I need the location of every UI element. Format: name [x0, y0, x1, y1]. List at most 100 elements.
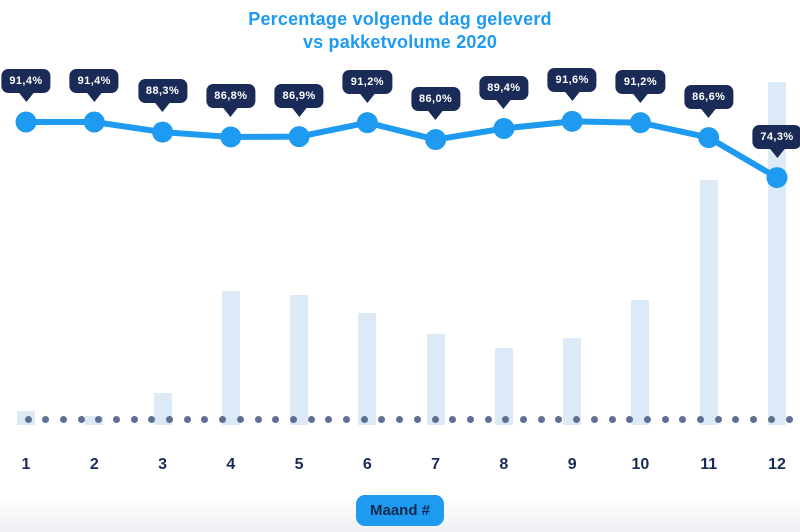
baseline-dot [590, 416, 598, 423]
x-axis-label-month-9: 9 [567, 456, 577, 473]
x-axis-label-month-8: 8 [499, 456, 509, 473]
volume-bar-month-2 [85, 416, 104, 425]
baseline-dot [289, 416, 297, 423]
data-point-marker-month-3 [152, 121, 174, 143]
baseline-dot [343, 416, 351, 423]
data-point-marker-month-4 [220, 126, 242, 148]
tooltip-pointer-icon [86, 92, 103, 102]
baseline-dot [697, 416, 704, 423]
data-point-marker-month-10 [629, 112, 651, 134]
data-point-marker-month-7 [425, 129, 447, 151]
tooltip-value-label: 91,2% [342, 69, 392, 94]
delivery-percentage-line [23, 118, 780, 181]
baseline-dot [254, 416, 262, 423]
x-axis-label-month-10: 10 [631, 456, 650, 473]
tooltip-pointer-icon [768, 147, 785, 158]
baseline-dot [130, 416, 138, 423]
tooltip-value-label: 91,2% [615, 69, 666, 94]
tooltip-pointer-icon [700, 107, 717, 118]
baseline-dot [520, 416, 528, 423]
baseline-dot [484, 416, 492, 423]
x-axis-label-month-4: 4 [226, 456, 236, 473]
baseline-dot [537, 416, 545, 423]
baseline-dot [679, 416, 687, 423]
x-axis-title-badge: Maand # [355, 495, 445, 526]
tooltip-pointer-icon [17, 92, 34, 102]
baseline-dot [112, 416, 120, 423]
baseline-dot [573, 416, 581, 423]
baseline-dot [236, 416, 244, 423]
value-tooltip-month-12: 74,3% [752, 124, 800, 158]
baseline-dot [502, 416, 510, 423]
x-axis-label-month-3: 3 [158, 456, 167, 473]
baseline-dot [608, 416, 616, 423]
tooltip-value-label: 91,4% [1, 69, 51, 93]
volume-bar-month-7 [426, 334, 445, 425]
volume-bar-month-6 [358, 312, 377, 425]
data-point-marker-month-12 [766, 167, 788, 189]
tooltip-value-label: 88,3% [137, 79, 188, 104]
x-axis-label-month-12: 12 [768, 456, 786, 473]
baseline-dot [431, 416, 439, 423]
baseline-dot [449, 416, 457, 423]
baseline-dot [42, 416, 50, 423]
volume-bar-month-12 [767, 82, 786, 425]
tooltip-pointer-icon [154, 102, 171, 113]
tooltip-value-label: 86,0% [411, 86, 461, 111]
value-tooltip-month-11: 86,6% [684, 84, 734, 118]
chart-title-line1: Percentage volgende dag geleverd [248, 9, 552, 29]
x-axis-title-label: Maand # [369, 502, 431, 519]
volume-bar-month-8 [494, 348, 513, 425]
tooltip-pointer-icon [359, 92, 376, 103]
tooltip-value-label: 89,4% [479, 75, 529, 100]
baseline-dot [166, 416, 174, 423]
baseline-dot [360, 416, 368, 423]
baseline-dot [661, 416, 669, 423]
baseline-dot [201, 416, 209, 423]
tooltip-pointer-icon [291, 106, 308, 117]
x-axis-label-month-6: 6 [362, 456, 372, 473]
tooltip-value-label: 91,4% [69, 69, 119, 93]
baseline-dot [378, 416, 386, 423]
volume-bar-month-4 [221, 290, 240, 425]
tooltip-value-label: 74,3% [752, 124, 800, 149]
baseline-dot [272, 416, 280, 423]
value-tooltip-month-1: 91,4% [1, 69, 51, 102]
x-axis-label-month-7: 7 [431, 456, 441, 473]
value-tooltip-month-4: 86,8% [206, 83, 256, 117]
x-axis-label-month-11: 11 [700, 456, 718, 473]
value-tooltip-month-6: 91,2% [342, 69, 392, 103]
baseline-dot [466, 416, 474, 423]
baseline-dot [77, 416, 85, 423]
value-tooltip-month-7: 86,0% [411, 86, 461, 120]
value-tooltip-month-9: 91,6% [547, 68, 597, 102]
baseline-dot [59, 416, 67, 423]
data-point-marker-month-6 [356, 112, 378, 134]
value-tooltip-month-10: 91,2% [615, 69, 666, 103]
baseline-dot [785, 416, 793, 423]
value-tooltip-month-5: 86,9% [274, 83, 324, 117]
baseline-dot [626, 416, 634, 423]
chart-title-line2: vs pakketvolume 2020 [302, 32, 498, 52]
data-point-marker-month-11 [698, 127, 720, 149]
baseline-dot [714, 416, 722, 423]
baseline-dot [750, 416, 758, 423]
tooltip-value-label: 86,8% [206, 83, 256, 108]
data-point-marker-month-2 [83, 111, 105, 133]
volume-bar-month-5 [290, 295, 309, 425]
baseline-dot [396, 416, 404, 423]
volume-bar-month-11 [699, 180, 718, 425]
baseline-dot [325, 416, 333, 423]
baseline-dot [24, 416, 32, 423]
data-point-marker-month-9 [561, 110, 583, 132]
baseline-dot [413, 416, 421, 423]
chart-title: Percentage volgende dag geleverd vs pakk… [0, 8, 800, 54]
baseline-dot [219, 416, 227, 423]
baseline-dot [767, 416, 775, 423]
